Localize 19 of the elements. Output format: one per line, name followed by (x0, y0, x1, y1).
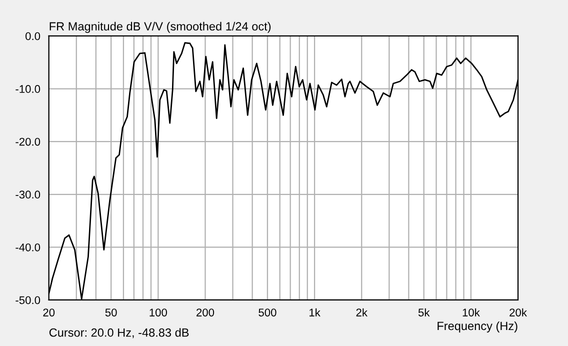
chart-title: FR Magnitude dB V/V (smoothed 1/24 oct) (50, 22, 271, 33)
y-tick-label: -40.0 (16, 243, 40, 252)
x-tick-label: 20 (43, 308, 55, 316)
x-tick-label: 50 (105, 308, 117, 316)
y-tick-label: -50.0 (16, 296, 40, 304)
text: Cursor: 20.0 Hz, -48.83 dB (49, 328, 189, 338)
y-tick-label: -20.0 (16, 138, 40, 146)
x-axis-title: Frequency (Hz) (438, 321, 518, 332)
x-tick-label: 2k (356, 308, 368, 316)
x-tick-label: 1k (310, 308, 320, 316)
y-tick-label: -30.0 (16, 190, 40, 199)
x-tick-label: 10k (462, 308, 480, 316)
x-tick-label: 20k (510, 308, 527, 316)
y-tick-label: -10.0 (16, 85, 40, 93)
x-tick-label: 500 (258, 308, 276, 316)
x-tick-label: 100 (150, 308, 167, 316)
x-tick-label: 200 (196, 308, 214, 316)
x-tick-label: 5k (418, 308, 430, 316)
y-tick-label: 0.0 (26, 32, 40, 40)
